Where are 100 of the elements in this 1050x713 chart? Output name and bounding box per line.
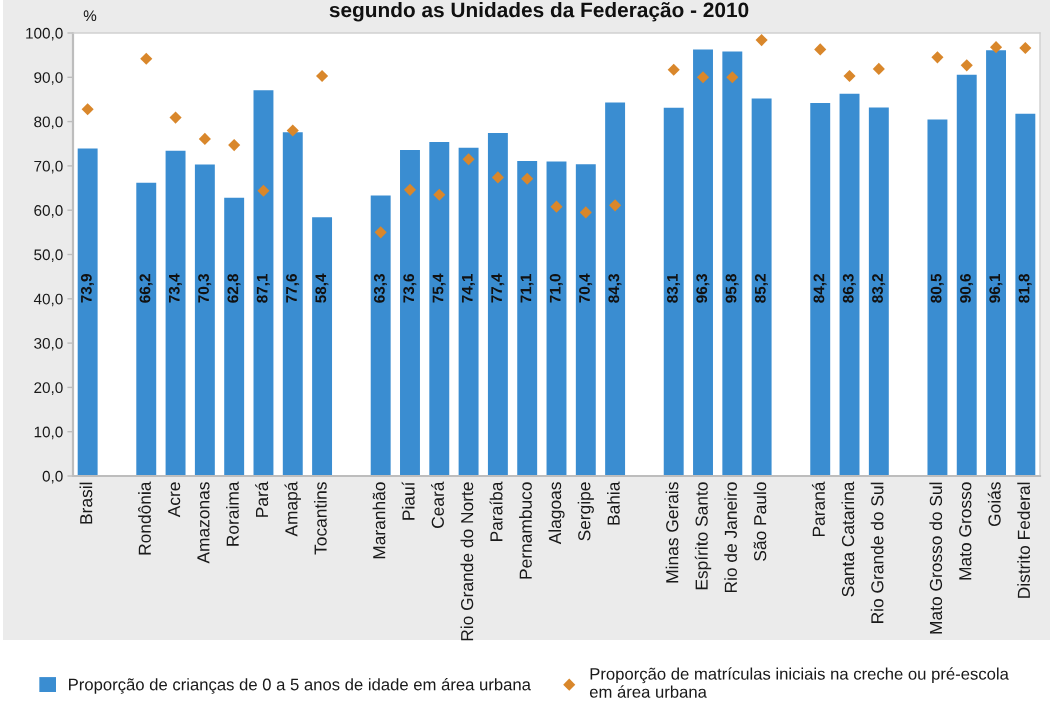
y-tick-label: 50,0 <box>34 249 63 262</box>
data-label: 84,3 <box>608 274 622 303</box>
x-tick-label: Piauí <box>401 481 415 520</box>
legend-label: Proporção de crianças de 0 a 5 anos de idade em área urbana <box>69 677 531 694</box>
bar <box>986 50 1007 476</box>
point <box>696 71 710 84</box>
bar <box>810 102 831 476</box>
bar <box>546 161 567 476</box>
point <box>521 172 534 185</box>
point <box>286 124 299 137</box>
point <box>609 199 622 212</box>
x-tick-label: Brasil <box>79 482 93 524</box>
y-tick-label: 0,0 <box>42 470 63 484</box>
x-tick-label: Mato Grosso <box>959 482 972 580</box>
bar <box>927 119 948 476</box>
point <box>228 139 241 152</box>
x-tick-label: Rio de Janeiro <box>724 482 737 593</box>
bar <box>722 51 743 476</box>
x-tick-label: Roraima <box>226 481 239 546</box>
bar <box>136 182 157 476</box>
y-tick-label: 70,0 <box>34 160 63 174</box>
bar <box>400 149 420 476</box>
bar <box>77 148 98 476</box>
x-tick-label: Santa Catarina <box>841 481 855 597</box>
y-tick-label: 30,0 <box>34 337 63 351</box>
data-label: 85,2 <box>754 274 768 303</box>
data-label: 80,5 <box>930 273 944 303</box>
bar <box>370 195 391 476</box>
y-tick-label: 90,0 <box>34 72 63 85</box>
point <box>257 184 270 197</box>
bar <box>751 98 772 476</box>
data-label: 73,6 <box>403 274 417 303</box>
y-tick-label: 10,0 <box>34 426 63 440</box>
data-label: 58,4 <box>315 273 329 303</box>
bar <box>312 217 333 476</box>
bar <box>253 90 274 476</box>
data-label: 75,4 <box>432 273 446 303</box>
bar <box>693 49 713 476</box>
point <box>198 132 211 145</box>
point <box>989 41 1003 54</box>
point <box>726 71 739 84</box>
bar <box>487 133 508 476</box>
x-tick-label: Alagoas <box>548 482 565 545</box>
data-label: 86,3 <box>842 274 856 303</box>
x-tick-label: Goiás <box>987 482 1001 527</box>
data-label: 73,9 <box>80 274 94 303</box>
data-label: 74,1 <box>462 273 475 303</box>
data-label: 71,0 <box>549 274 563 303</box>
point <box>140 52 153 65</box>
x-tick-label: São Paulo <box>753 482 767 561</box>
point <box>403 183 417 196</box>
x-tick-label: Espírito Santo <box>694 482 712 590</box>
data-label: 77,4 <box>491 273 505 303</box>
data-label: 90,6 <box>960 274 974 303</box>
bar <box>282 132 303 476</box>
bar <box>458 147 479 476</box>
x-tick-label: Amapá <box>284 481 301 537</box>
bar <box>1015 113 1036 476</box>
bar <box>839 93 860 476</box>
x-tick-label: Acre <box>168 482 181 518</box>
point <box>81 103 94 116</box>
x-tick-label: Paraíba <box>489 481 503 541</box>
x-tick-label: Rondônia <box>138 481 151 555</box>
point <box>550 200 563 213</box>
bar <box>224 197 245 476</box>
x-tick-label: Paraná <box>811 481 825 537</box>
bar <box>517 161 538 476</box>
point <box>960 59 973 72</box>
bar <box>194 164 215 476</box>
y-tick-label: 100,0 <box>26 27 63 41</box>
legend-label: Proporção de matrículas iniciais na creche ou pré-escola em área urbana <box>589 667 1009 698</box>
data-label: 81,8 <box>1018 273 1032 303</box>
x-tick-label: Mato Grosso do Sul <box>929 482 943 634</box>
bar <box>429 141 450 476</box>
bar <box>605 102 626 476</box>
bar <box>956 74 977 476</box>
point <box>667 63 680 76</box>
bar <box>165 150 186 476</box>
data-label: 84,2 <box>813 274 827 303</box>
point <box>374 226 387 239</box>
bar <box>575 164 596 476</box>
data-label: 96,3 <box>696 274 710 303</box>
point <box>1019 42 1032 55</box>
y-tick-label: 20,0 <box>34 382 63 395</box>
y-tick-label: 40,0 <box>33 293 63 307</box>
data-label: 83,1 <box>666 273 681 303</box>
x-tick-label: Maranhão <box>372 482 386 559</box>
x-tick-label: Pernambuco <box>519 482 532 579</box>
data-label: 83,2 <box>872 274 886 303</box>
x-tick-label: Bahia <box>607 481 620 525</box>
point <box>579 206 592 219</box>
bar <box>663 107 684 476</box>
y-tick-label: 80,0 <box>34 116 63 130</box>
data-label: 77,6 <box>286 274 300 303</box>
point <box>169 111 182 124</box>
x-tick-label: Amazonas <box>197 482 210 564</box>
point <box>843 69 856 83</box>
point <box>872 62 885 75</box>
x-tick-label: Rio Grande do Sul <box>870 482 884 623</box>
data-label: 66,2 <box>139 274 153 303</box>
